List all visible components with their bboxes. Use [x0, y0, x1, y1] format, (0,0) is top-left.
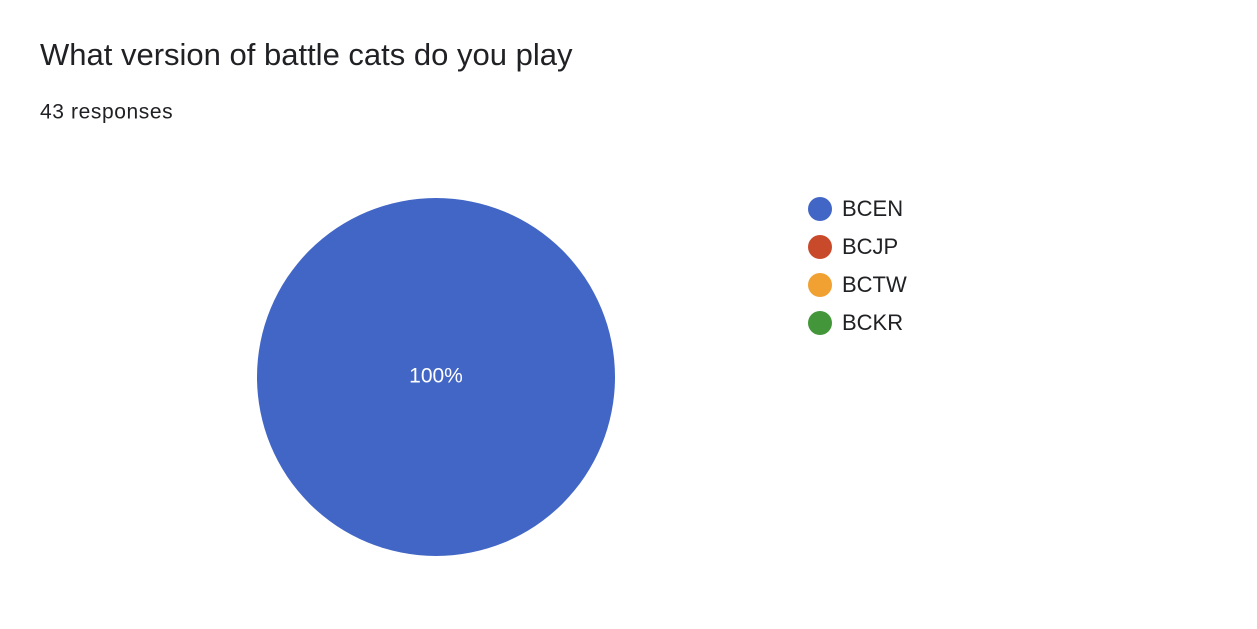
chart-subtitle: 43 responses: [40, 101, 173, 124]
legend-label: BCTW: [842, 272, 907, 297]
legend-label: BCJP: [842, 234, 898, 259]
pie-slice: [257, 198, 615, 556]
legend-swatch: [808, 311, 832, 335]
legend-label: BCEN: [842, 196, 903, 221]
legend-label: BCKR: [842, 310, 903, 335]
chart-title: What version of battle cats do you play: [40, 37, 573, 72]
legend-swatch: [808, 197, 832, 221]
value-label: 100%: [409, 365, 463, 388]
legend-swatch: [808, 273, 832, 297]
legend-swatch: [808, 235, 832, 259]
